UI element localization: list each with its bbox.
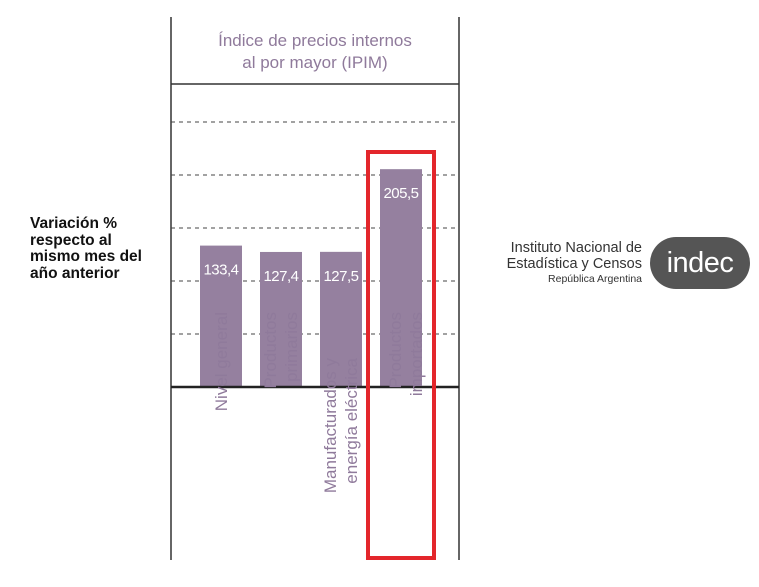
bar [260, 251, 302, 387]
category-label-manufacturados: Manufacturados y energía eléctrica [318, 358, 364, 558]
highlight-box [366, 150, 436, 560]
bar-value-label: 127,4 [263, 268, 298, 285]
category-label-productos-primarios: Productos primarios [258, 312, 304, 512]
category-label-line: Nivel general [211, 312, 231, 412]
bar [380, 169, 422, 387]
chart-title: Índice de precios internos [218, 31, 412, 50]
y-axis-label-line: mismo mes del [30, 248, 142, 265]
category-label-nivel-general: Nivel general [198, 312, 244, 512]
bar-value-label: 133,4 [203, 262, 238, 279]
bar [200, 245, 242, 387]
category-label-line: Productos [386, 312, 405, 389]
indec-logo-badge: indec [650, 237, 750, 289]
chart-title: al por mayor (IPIM) [242, 53, 387, 72]
category-label-line: Manufacturados y [321, 358, 340, 494]
category-label-line: primarios [282, 312, 301, 382]
indec-institution-name: Instituto Nacional de Estadística y Cens… [492, 240, 642, 287]
bar-value-label: 127,5 [323, 268, 358, 285]
institution-country: República Argentina [548, 273, 642, 285]
category-label-line: energía eléctrica [342, 358, 361, 484]
y-axis-label-line: año anterior [30, 264, 120, 282]
y-axis-label-line: respecto al [30, 231, 112, 249]
bar-value-label: 205,5 [383, 185, 418, 202]
y-axis-label: Variación % respecto al mismo mes del añ… [30, 215, 170, 282]
institution-name-line2: Estadística y Censos [506, 256, 642, 272]
bar [320, 251, 362, 387]
category-label-line: importados [407, 312, 426, 397]
category-label-productos-importados: Productos importados [383, 312, 429, 512]
category-label-line: Productos [261, 312, 280, 389]
institution-name-line1: Instituto Nacional de [510, 240, 642, 256]
y-axis-label-line: Variación % [30, 215, 118, 232]
